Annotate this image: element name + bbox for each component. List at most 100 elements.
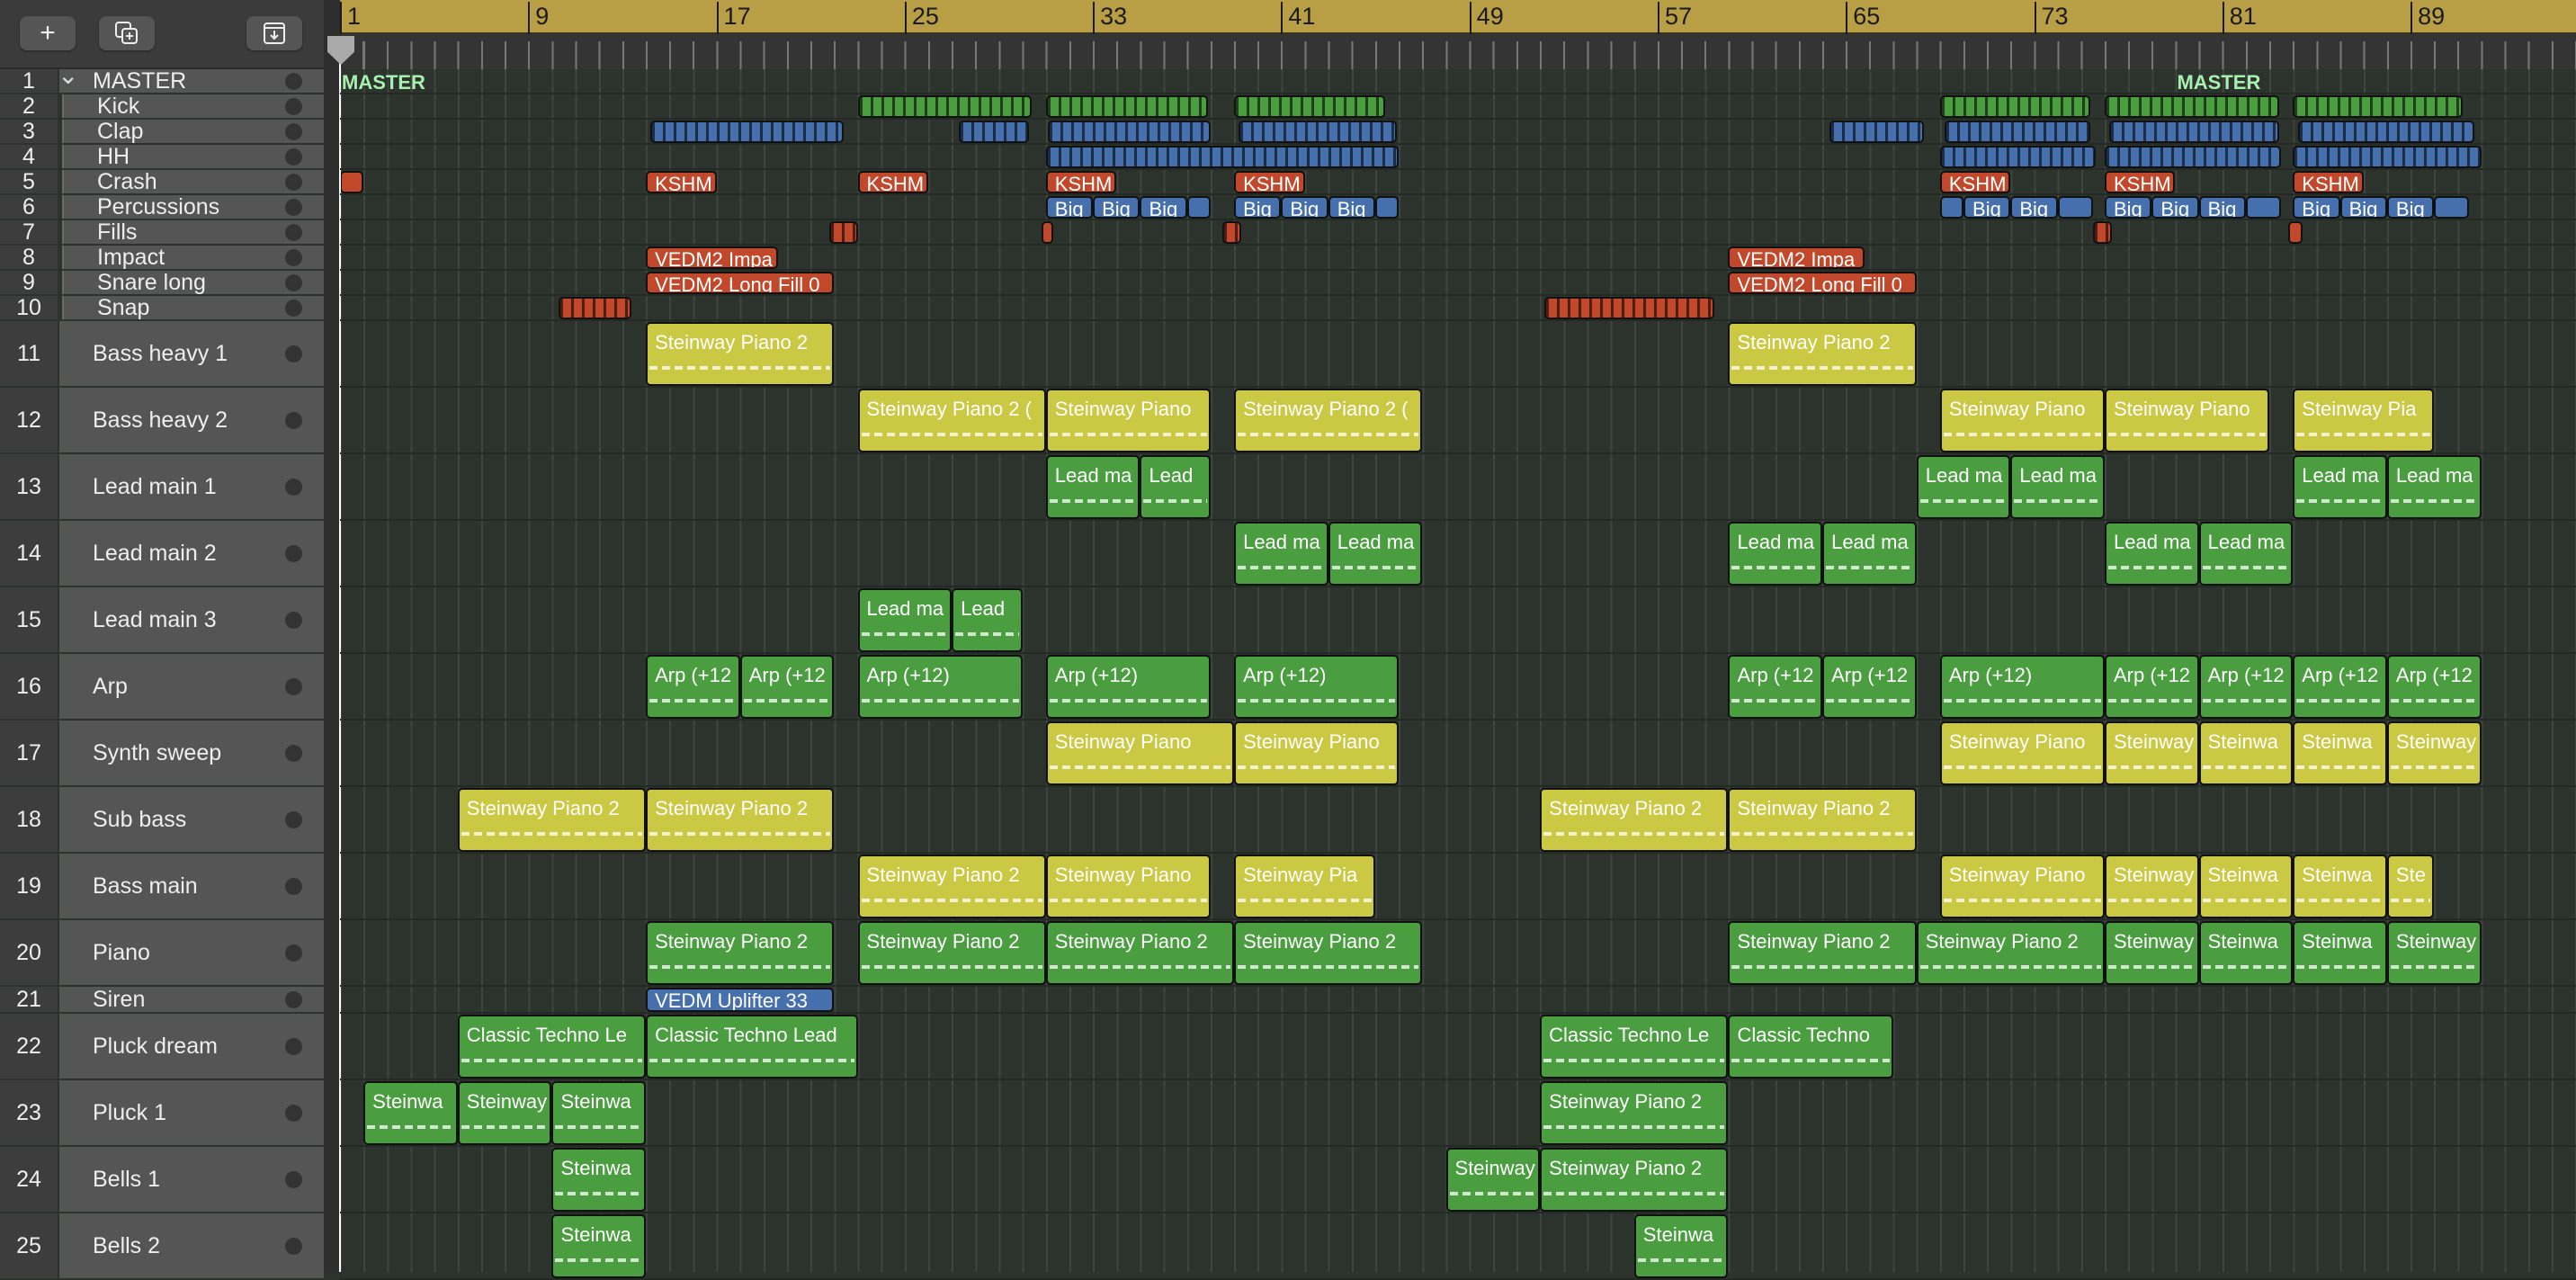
- region-clip[interactable]: Steinway Pia: [2293, 389, 2434, 452]
- region-clip[interactable]: Steinway Piano 2: [646, 788, 834, 852]
- record-enable-dot[interactable]: [285, 412, 302, 429]
- region-clip[interactable]: Steinway Piano: [1940, 389, 2105, 452]
- region-clip[interactable]: [1829, 121, 1924, 143]
- region-clip[interactable]: [340, 171, 363, 193]
- region-clip[interactable]: VEDM2 Long Fill 0: [646, 272, 834, 294]
- region-clip[interactable]: [1048, 121, 1211, 143]
- region-clip[interactable]: [1234, 95, 1384, 118]
- chevron-down-icon[interactable]: ⌄: [58, 60, 78, 90]
- region-clip[interactable]: Steinway Pia: [1234, 855, 1375, 918]
- region-clip[interactable]: KSHM: [1046, 171, 1116, 193]
- region-clip[interactable]: [1940, 196, 1963, 219]
- region-clip[interactable]: Arp (+12): [1940, 655, 2105, 719]
- region-clip[interactable]: [1940, 95, 2090, 118]
- region-clip[interactable]: Steinway: [458, 1081, 552, 1145]
- region-clip[interactable]: Big: [1328, 196, 1375, 219]
- region-clip[interactable]: Big: [1281, 196, 1328, 219]
- region-clip[interactable]: Steinwa: [551, 1214, 646, 1278]
- region-clip[interactable]: [1187, 196, 1211, 219]
- region-clip[interactable]: [1222, 221, 1241, 244]
- region-clip[interactable]: Arp (+12: [740, 655, 835, 719]
- region-clip[interactable]: Steinway: [2105, 721, 2199, 785]
- region-clip[interactable]: Steinway Piano: [1940, 855, 2105, 918]
- region-clip[interactable]: Steinway Piano: [1940, 721, 2105, 785]
- region-clip[interactable]: Steinway: [2387, 721, 2482, 785]
- region-clip[interactable]: Steinway Piano 2: [646, 921, 834, 985]
- region-clip[interactable]: Big: [2340, 196, 2387, 219]
- region-clip[interactable]: Arp (+12: [1822, 655, 1917, 719]
- region-clip[interactable]: Steinway Piano 2: [646, 322, 834, 386]
- region-clip[interactable]: Steinwa: [1634, 1214, 1729, 1278]
- region-clip[interactable]: Big: [1140, 196, 1186, 219]
- region-clip[interactable]: Big: [1046, 196, 1093, 219]
- region-clip[interactable]: Steinwa: [2199, 921, 2294, 985]
- record-enable-dot[interactable]: [285, 545, 302, 562]
- record-enable-dot[interactable]: [285, 123, 302, 140]
- region-clip[interactable]: Big: [2199, 196, 2246, 219]
- region-clip[interactable]: Lead ma: [858, 588, 953, 652]
- region-clip[interactable]: Steinwa: [2199, 855, 2294, 918]
- record-enable-dot[interactable]: [285, 274, 302, 291]
- region-clip[interactable]: Steinway Piano 2 (: [858, 389, 1046, 452]
- ruler-ticks[interactable]: [340, 34, 2576, 69]
- region-clip[interactable]: [2246, 196, 2281, 219]
- region-clip[interactable]: Big: [1093, 196, 1140, 219]
- region-clip[interactable]: Classic Techno Le: [1540, 1015, 1728, 1079]
- record-enable-dot[interactable]: [285, 199, 302, 216]
- region-clip[interactable]: KSHM: [646, 171, 716, 193]
- region-clip[interactable]: KSHM: [858, 171, 928, 193]
- region-clip[interactable]: Steinwa: [2293, 855, 2387, 918]
- region-clip[interactable]: Arp (+12): [1234, 655, 1399, 719]
- region-clip[interactable]: Steinway Piano 2: [1540, 1081, 1728, 1145]
- region-clip[interactable]: [1375, 196, 1399, 219]
- region-clip[interactable]: Lead ma: [2105, 522, 2199, 586]
- region-clip[interactable]: [2105, 95, 2279, 118]
- region-clip[interactable]: Arp (+12: [2105, 655, 2199, 719]
- record-enable-dot[interactable]: [285, 1105, 302, 1122]
- region-clip[interactable]: Ste: [2387, 855, 2434, 918]
- region-clip[interactable]: Steinway Piano: [1046, 721, 1234, 785]
- region-clip[interactable]: [959, 121, 1029, 143]
- record-enable-dot[interactable]: [285, 678, 302, 695]
- region-clip[interactable]: Classic Techno Le: [458, 1015, 646, 1079]
- region-clip[interactable]: Steinwa: [551, 1081, 646, 1145]
- add-track-button[interactable]: +: [20, 16, 76, 50]
- region-clip[interactable]: Big: [2151, 196, 2198, 219]
- region-clip[interactable]: Lead ma: [2199, 522, 2294, 586]
- region-clip[interactable]: KSHM: [2293, 171, 2363, 193]
- region-clip[interactable]: Big: [1234, 196, 1281, 219]
- region-clip[interactable]: Steinway: [2387, 921, 2482, 985]
- region-clip[interactable]: Steinway Piano 2: [1728, 788, 1916, 852]
- region-clip[interactable]: Steinway Piano 2 (: [1234, 389, 1422, 452]
- region-clip[interactable]: Steinway Piano: [1046, 389, 1211, 452]
- region-clip[interactable]: Lead ma: [2387, 455, 2482, 519]
- region-clip[interactable]: Arp (+12: [2199, 655, 2294, 719]
- region-clip[interactable]: Big: [2105, 196, 2151, 219]
- region-clip[interactable]: [1042, 221, 1053, 244]
- record-enable-dot[interactable]: [285, 878, 302, 895]
- record-enable-dot[interactable]: [285, 73, 302, 90]
- region-clip[interactable]: Steinway Piano 2: [1046, 921, 1234, 985]
- region-clip[interactable]: [1544, 297, 1713, 319]
- region-clip[interactable]: VEDM2 Impa: [1728, 246, 1865, 269]
- region-clip[interactable]: [2093, 221, 2112, 244]
- region-clip[interactable]: [2293, 95, 2462, 118]
- region-clip[interactable]: [1239, 121, 1396, 143]
- region-clip[interactable]: Arp (+12: [646, 655, 740, 719]
- record-enable-dot[interactable]: [285, 612, 302, 629]
- region-clip[interactable]: Arp (+12): [858, 655, 1023, 719]
- region-clip[interactable]: [829, 221, 857, 244]
- region-clip[interactable]: Arp (+12: [2293, 655, 2387, 719]
- region-clip[interactable]: Big: [2010, 196, 2057, 219]
- region-clip[interactable]: Steinway: [2105, 855, 2199, 918]
